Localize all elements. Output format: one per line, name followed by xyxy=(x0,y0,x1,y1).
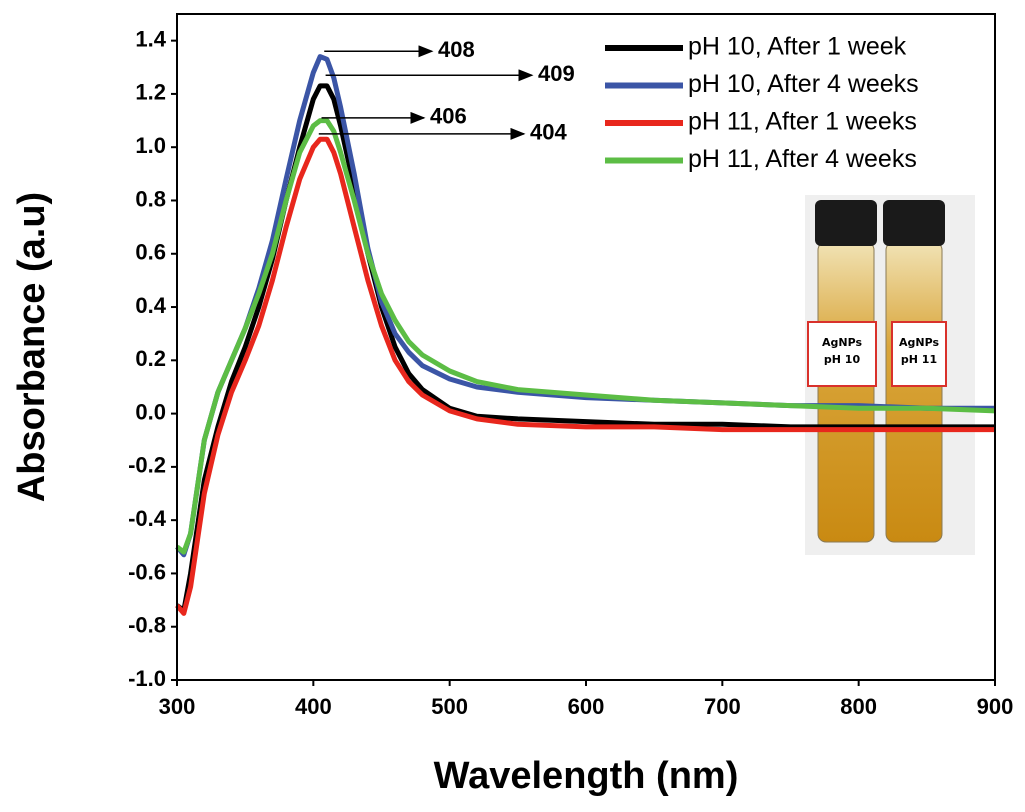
vial xyxy=(817,241,875,543)
inset-label: pH 11 xyxy=(901,353,937,366)
legend-label: pH 11, After 1 weeks xyxy=(688,108,917,136)
y-tick-label: 1.2 xyxy=(135,80,166,105)
inset-label: AgNPs xyxy=(822,336,862,349)
x-tick-label: 800 xyxy=(840,694,877,719)
data-line xyxy=(175,118,996,555)
y-tick-label: 0.0 xyxy=(135,399,166,424)
y-tick-label: 1.4 xyxy=(135,26,166,51)
y-tick-label: -0.8 xyxy=(128,613,166,638)
y-tick-label: -1.0 xyxy=(128,666,166,691)
x-tick-label: 700 xyxy=(704,694,741,719)
annotation-label: 409 xyxy=(538,61,575,86)
legend-label: pH 10, After 1 week xyxy=(688,33,907,61)
inset-label: pH 10 xyxy=(824,353,861,366)
annotation-label: 404 xyxy=(530,120,567,145)
vial-cap xyxy=(883,200,945,246)
y-tick-label: 0.2 xyxy=(135,346,166,371)
x-tick-label: 300 xyxy=(159,694,196,719)
legend-label: pH 11, After 4 weeks xyxy=(688,145,917,173)
x-tick-label: 600 xyxy=(568,694,605,719)
vial-label xyxy=(807,321,877,387)
data-line xyxy=(175,136,995,616)
data-line xyxy=(175,83,995,614)
y-tick-label: 0.6 xyxy=(135,240,166,265)
y-tick-label: 0.8 xyxy=(135,186,166,211)
y-tick-label: 0.4 xyxy=(135,293,166,318)
vial-cap xyxy=(815,200,877,246)
x-tick-label: 400 xyxy=(295,694,332,719)
y-tick-label: 1.0 xyxy=(135,133,166,158)
plot-frame xyxy=(176,13,996,681)
inset-label: AgNPs xyxy=(899,336,939,349)
y-tick-label: -0.4 xyxy=(128,506,167,531)
annotation-label: 408 xyxy=(438,37,475,62)
annotation-label: 406 xyxy=(430,104,467,129)
y-axis-title: Absorbance (a.u) xyxy=(11,192,53,502)
x-axis-title: Wavelength (nm) xyxy=(434,755,739,797)
y-tick-label: -0.6 xyxy=(128,559,166,584)
vial-label xyxy=(891,321,947,387)
inset-photo: AgNPs pH 10 AgNPs pH 11 xyxy=(805,195,975,555)
vial xyxy=(885,241,943,543)
x-tick-label: 500 xyxy=(431,694,468,719)
legend-label: pH 10, After 4 weeks xyxy=(688,70,919,98)
y-tick-label: -0.2 xyxy=(128,453,166,478)
x-tick-label: 900 xyxy=(977,694,1014,719)
